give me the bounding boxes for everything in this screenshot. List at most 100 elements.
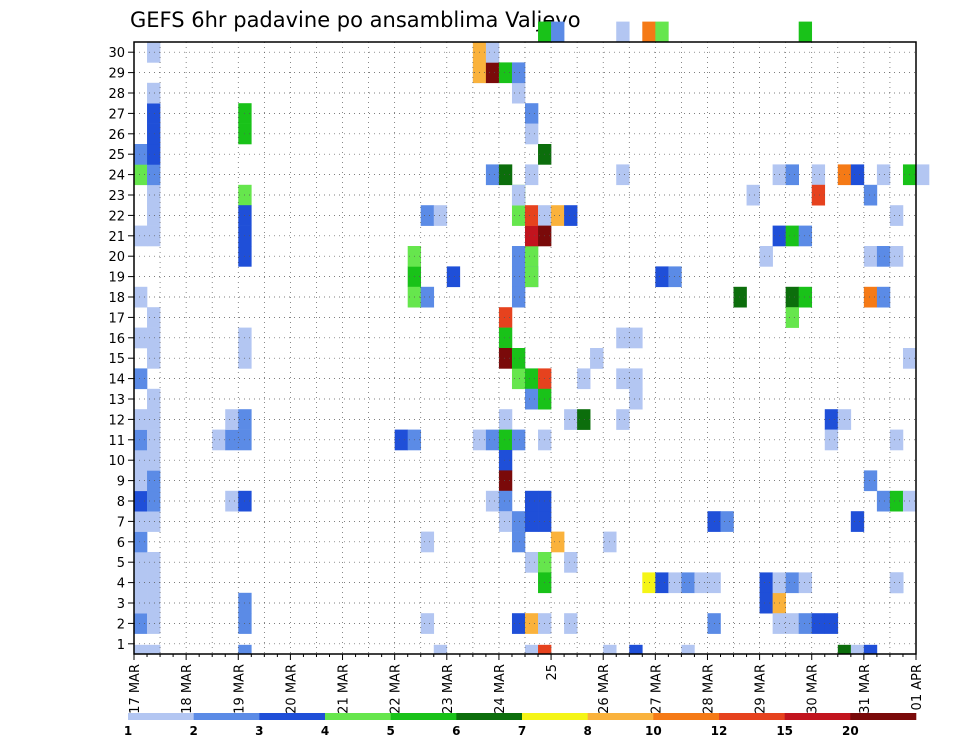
- heatmap-cell: [785, 286, 799, 308]
- y-tick-label: 25: [108, 148, 125, 163]
- heatmap-cell: [694, 572, 708, 594]
- heatmap-cell: [147, 205, 161, 226]
- colorbar-swatch: [653, 713, 720, 720]
- heatmap-cell: [525, 368, 539, 390]
- heatmap-cell: [511, 511, 526, 532]
- heatmap-cell: [850, 644, 865, 655]
- colorbar-swatch: [128, 713, 194, 720]
- y-tick-label: 13: [108, 393, 125, 408]
- heatmap-cell: [147, 644, 161, 655]
- heatmap-cell: [511, 266, 526, 288]
- x-tick-label: 31 MAR: [858, 664, 873, 714]
- heatmap-cell: [134, 429, 148, 451]
- heatmap-cell: [889, 205, 904, 226]
- colorbar-label: 1: [124, 724, 132, 738]
- heatmap-cell: [498, 307, 513, 328]
- heatmap-cell: [134, 409, 148, 430]
- heatmap-cell: [824, 409, 839, 430]
- x-tick-label: 27 MAR: [649, 664, 664, 714]
- heatmap-cell: [498, 511, 513, 532]
- heatmap-cell: [511, 348, 526, 369]
- heatmap-cell: [498, 164, 513, 186]
- y-tick-label: 28: [108, 87, 125, 102]
- heatmap-cell: [498, 429, 513, 451]
- heatmap-cell: [525, 644, 539, 655]
- heatmap-cell: [629, 644, 643, 655]
- heatmap-cell: [134, 327, 148, 349]
- colorbar-label: 15: [776, 724, 793, 738]
- heatmap-cell: [551, 205, 565, 226]
- heatmap-cell: [134, 644, 148, 655]
- colorbar-swatch: [784, 713, 851, 720]
- heatmap-cell: [824, 613, 839, 634]
- heatmap-cell: [485, 429, 500, 451]
- heatmap-cell: [681, 644, 695, 655]
- colorbar-label: 4: [321, 724, 329, 738]
- heatmap-cell: [147, 327, 161, 349]
- heatmap-cell: [485, 164, 500, 186]
- y-tick-label: 19: [108, 271, 125, 286]
- colorbar-label: 8: [583, 724, 591, 738]
- heatmap-cell: [564, 409, 578, 430]
- y-tick-label: 5: [117, 556, 125, 571]
- heatmap-cell: [759, 246, 773, 267]
- x-tick-label: 17 MAR: [128, 664, 143, 714]
- heatmap-cell: [420, 531, 435, 553]
- heatmap-cell: [785, 572, 799, 594]
- heatmap-cell: [668, 572, 682, 594]
- heatmap-cell: [147, 450, 161, 471]
- heatmap-cell: [147, 82, 161, 104]
- heatmap-cell: [433, 644, 448, 655]
- heatmap-cell: [798, 21, 813, 43]
- heatmap-cell: [225, 429, 239, 451]
- heatmap-cell: [225, 409, 239, 430]
- y-tick-label: 4: [117, 577, 125, 592]
- heatmap-cell: [525, 511, 539, 532]
- y-axis: 1234567891011121314151617181920212223242…: [108, 46, 134, 653]
- colorbar-swatch: [259, 713, 326, 720]
- x-tick-label: 23 MAR: [441, 664, 456, 714]
- heatmap-cell: [134, 450, 148, 471]
- x-tick-label: 01 APR: [910, 664, 925, 710]
- heatmap-cell: [420, 205, 435, 226]
- heatmap-cell: [616, 368, 630, 390]
- colorbar-swatch: [587, 713, 654, 720]
- y-tick-label: 2: [117, 617, 125, 632]
- heatmap-cell: [720, 511, 734, 532]
- heatmap-cell: [147, 613, 161, 634]
- heatmap-cell: [525, 490, 539, 512]
- colorbar: 1 2 3 4 5 6 7 8 10 12 15 20: [124, 713, 917, 738]
- heatmap-cell: [629, 368, 643, 390]
- heatmap-cell: [147, 307, 161, 328]
- x-axis: 17 MAR 18 MAR 19 MAR 20 MAR 21 MAR 22 MAR 23 M…: [128, 654, 925, 714]
- heatmap-cell: [147, 429, 161, 451]
- heatmap-cell: [525, 246, 539, 267]
- colorbar-swatch: [522, 713, 588, 720]
- heatmap-cell: [498, 327, 513, 349]
- heatmap-cell: [876, 286, 891, 308]
- heatmap-cell: [525, 613, 539, 634]
- heatmap-cell: [916, 164, 930, 186]
- heatmap-cell: [134, 144, 148, 165]
- heatmap-cell: [642, 21, 656, 43]
- heatmap-cell: [147, 490, 161, 512]
- y-tick-label: 30: [108, 46, 125, 61]
- heatmap-cell: [889, 246, 904, 267]
- heatmap-cell: [616, 164, 630, 186]
- heatmap-cell: [511, 531, 526, 553]
- heatmap-cell: [525, 388, 539, 410]
- heatmap-cell: [225, 490, 239, 512]
- x-tick-label: 19 MAR: [232, 664, 247, 714]
- heatmap-cell: [525, 225, 539, 247]
- colorbar-label: 5: [386, 724, 394, 738]
- heatmap-cell: [511, 368, 526, 390]
- heatmap-cell: [655, 266, 669, 288]
- heatmap-cell: [525, 103, 539, 124]
- x-tick-label: 29 MAR: [754, 664, 769, 714]
- colorbar-label: 6: [452, 724, 460, 738]
- heatmap-cell: [668, 266, 682, 288]
- heatmap-cell: [876, 246, 891, 267]
- heatmap-cell: [759, 572, 773, 594]
- heatmap-cell: [511, 184, 526, 206]
- heatmap-cell: [551, 531, 565, 553]
